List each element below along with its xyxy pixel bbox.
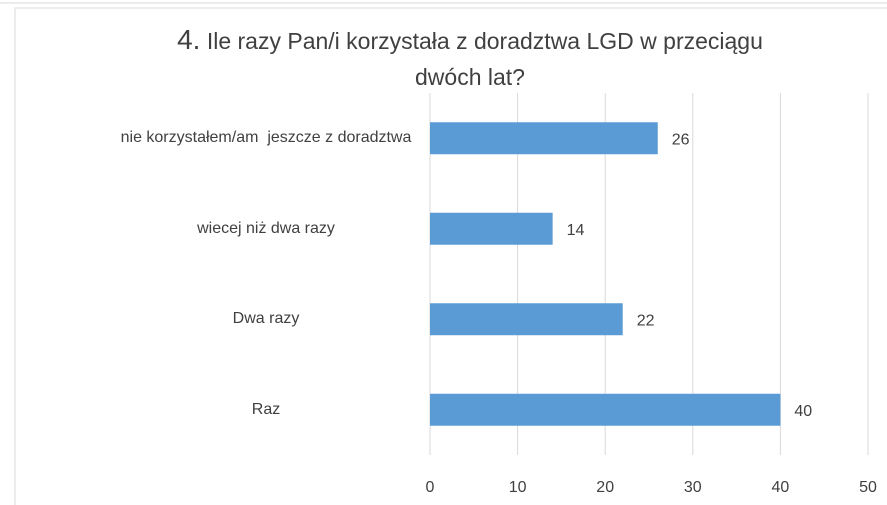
x-tick-label: 50: [859, 479, 877, 496]
bar: [430, 212, 553, 245]
data-label: 14: [567, 222, 585, 239]
chart-title: Ile razy Pan/i korzystała z doradztwa LG…: [206, 28, 763, 90]
x-tick-label: 0: [426, 479, 435, 496]
bar: [430, 122, 658, 155]
y-tick-label: Dwa razy: [232, 310, 300, 328]
data-label: 22: [637, 312, 655, 329]
bar: [430, 303, 623, 336]
bar: [430, 393, 781, 426]
y-tick-label: Raz: [251, 400, 281, 418]
x-tick-label: 40: [772, 479, 790, 496]
title-number: 4.: [177, 24, 201, 55]
chart-frame: [14, 7, 887, 505]
y-tick-label: nie korzystałem/am jeszcze z doradztwa: [120, 129, 412, 147]
data-label: 26: [672, 131, 690, 148]
chart-title-block: 4. Ile razy Pan/i korzystała z doradztwa…: [160, 22, 780, 95]
data-label: 40: [794, 403, 812, 420]
x-tick-label: 20: [596, 479, 614, 496]
x-tick-label: 30: [684, 479, 702, 496]
y-tick-label: wiecej niż dwa razy: [197, 219, 335, 237]
x-tick-label: 10: [509, 479, 527, 496]
